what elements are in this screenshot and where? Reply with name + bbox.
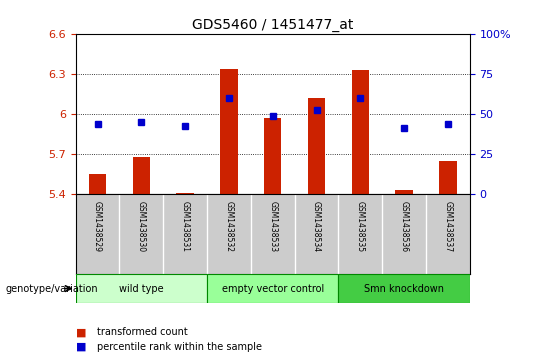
Text: ■: ■ [76, 342, 86, 352]
Text: GSM1438530: GSM1438530 [137, 201, 146, 252]
Bar [207, 274, 339, 303]
Bar [177, 193, 194, 194]
Text: empty vector control: empty vector control [221, 284, 324, 294]
Text: percentile rank within the sample: percentile rank within the sample [97, 342, 262, 352]
Text: GSM1438536: GSM1438536 [400, 201, 409, 252]
Bar [264, 118, 281, 194]
Text: Smn knockdown: Smn knockdown [364, 284, 444, 294]
Text: GSM1438531: GSM1438531 [180, 201, 190, 252]
Bar [352, 70, 369, 194]
Bar [308, 98, 325, 194]
Bar [339, 274, 470, 303]
Bar [439, 161, 457, 194]
Bar [132, 157, 150, 194]
Title: GDS5460 / 1451477_at: GDS5460 / 1451477_at [192, 18, 353, 32]
Text: GSM1438533: GSM1438533 [268, 201, 277, 252]
Text: ■: ■ [76, 327, 86, 337]
Text: GSM1438537: GSM1438537 [443, 201, 453, 252]
Text: GSM1438532: GSM1438532 [225, 201, 233, 252]
Bar [395, 190, 413, 194]
Text: wild type: wild type [119, 284, 164, 294]
Text: transformed count: transformed count [97, 327, 188, 337]
Bar [220, 69, 238, 194]
Bar [76, 274, 207, 303]
Text: GSM1438534: GSM1438534 [312, 201, 321, 252]
Bar [89, 174, 106, 194]
Text: GSM1438529: GSM1438529 [93, 201, 102, 252]
Text: genotype/variation: genotype/variation [5, 284, 98, 294]
Text: GSM1438535: GSM1438535 [356, 201, 365, 252]
